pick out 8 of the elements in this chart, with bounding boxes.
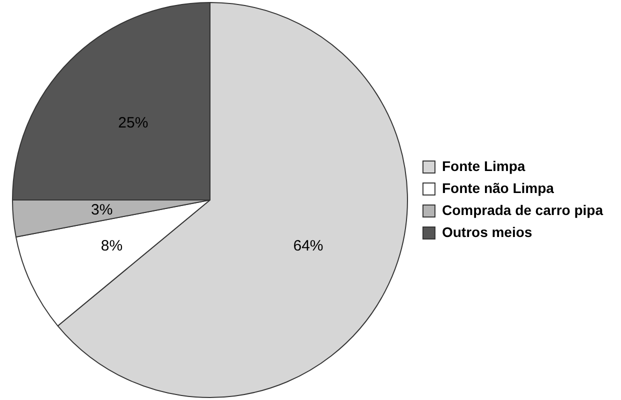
data-label: 8%: [100, 237, 123, 254]
data-label: 64%: [293, 237, 324, 254]
data-label: 25%: [118, 114, 148, 132]
legend-label: Fonte não Limpa: [442, 180, 554, 196]
data-label: 3%: [90, 201, 113, 218]
legend-label: Comprada de carro pipa: [442, 202, 604, 218]
legend-label: Fonte Limpa: [442, 158, 526, 174]
legend-label: Outros meios: [442, 224, 532, 240]
